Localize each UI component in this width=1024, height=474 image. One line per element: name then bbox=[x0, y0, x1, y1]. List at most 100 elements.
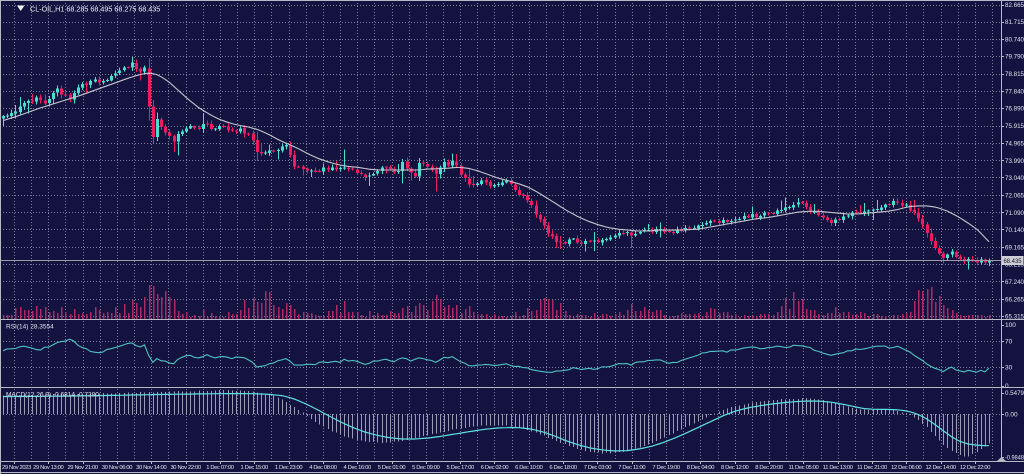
volume-bar bbox=[178, 311, 180, 319]
candle-body-bear bbox=[127, 66, 130, 68]
symbol-dropdown-triangle-icon[interactable] bbox=[17, 5, 25, 12]
volume-bar bbox=[789, 309, 791, 319]
volume-bar bbox=[186, 312, 188, 319]
candle-body-bull bbox=[951, 251, 954, 255]
candle-body-bear bbox=[360, 172, 363, 174]
volume-bar bbox=[519, 316, 521, 319]
price-axis-label: 65.315 bbox=[1005, 314, 1024, 321]
candle-body-bull bbox=[181, 131, 184, 135]
candle-body-bull bbox=[647, 229, 650, 231]
volume-bar bbox=[731, 315, 733, 319]
volume-bar bbox=[806, 309, 808, 319]
candle-body-bull bbox=[776, 210, 779, 214]
candle-body-bull bbox=[23, 102, 26, 107]
candle-body-bear bbox=[672, 231, 675, 233]
candle-body-bear bbox=[522, 194, 525, 197]
candle-body-bull bbox=[19, 106, 22, 112]
candle-body-bear bbox=[726, 220, 729, 222]
volume-bar bbox=[444, 307, 446, 319]
volume-bar bbox=[203, 309, 205, 319]
candle-body-bull bbox=[751, 214, 754, 218]
volume-bar bbox=[144, 297, 146, 319]
candle-body-bull bbox=[634, 233, 637, 236]
candle-body-bull bbox=[505, 180, 508, 183]
candle-body-bull bbox=[863, 211, 866, 214]
candle-body-bull bbox=[73, 93, 76, 100]
candle-body-bear bbox=[135, 62, 138, 69]
volume-bar bbox=[473, 312, 475, 319]
time-axis[interactable]: 29 Nov 2023 29 Nov 13:00 29 Nov 21:00 30 No… bbox=[2, 462, 991, 471]
volume-bar bbox=[265, 291, 267, 319]
volume-bar bbox=[361, 315, 363, 319]
rsi-axis-label: 0 bbox=[1005, 383, 1009, 390]
volume-bar bbox=[40, 309, 42, 319]
candle-body-bear bbox=[917, 212, 920, 219]
volume-bar bbox=[190, 317, 192, 319]
volume-bar bbox=[673, 316, 675, 319]
volume-bar bbox=[169, 297, 171, 319]
candle-body-bull bbox=[110, 75, 113, 81]
volume-bar bbox=[968, 315, 970, 319]
price-axis-label: 75.915 bbox=[1005, 123, 1024, 130]
volume-bar bbox=[236, 314, 238, 319]
volume-bar bbox=[140, 307, 142, 319]
candle-body-bull bbox=[185, 128, 188, 132]
current-price-tag-bg bbox=[1002, 256, 1024, 265]
candle-body-bear bbox=[830, 220, 833, 223]
volume-bar bbox=[456, 305, 458, 319]
volume-bar bbox=[573, 317, 575, 319]
volume-bar bbox=[157, 294, 159, 319]
macd-pane-axis[interactable]: 0.5479 0.00 -0.9848 bbox=[1001, 390, 1024, 461]
price-axis-label: 78.815 bbox=[1005, 71, 1024, 78]
time-axis-label: 8 Dec 04:00 bbox=[687, 465, 715, 471]
candle-body-bear bbox=[472, 183, 475, 185]
candle-body-bull bbox=[156, 118, 159, 137]
price-axis[interactable]: 82.665 81.715 80.740 79.790 78.815 77.840 76.8… bbox=[1001, 2, 1024, 321]
volume-bar bbox=[656, 310, 658, 319]
candle-body-bear bbox=[152, 106, 155, 137]
current-price-tag-text: 68.435 bbox=[1004, 258, 1022, 265]
candle-body-bull bbox=[834, 219, 837, 224]
volume-bar bbox=[328, 311, 330, 319]
candle-body-bear bbox=[44, 100, 47, 104]
candle-body-bear bbox=[755, 214, 758, 218]
volume-bar bbox=[773, 315, 775, 319]
volume-bar bbox=[278, 307, 280, 319]
volume-bar bbox=[664, 315, 666, 319]
volume-bar bbox=[943, 305, 945, 319]
volume-bar bbox=[552, 300, 554, 319]
volume-bar bbox=[739, 317, 741, 319]
candle-body-bear bbox=[926, 224, 929, 233]
candle-body-bear bbox=[193, 126, 196, 128]
candle-body-bull bbox=[730, 220, 733, 223]
price-axis-label: 67.240 bbox=[1005, 279, 1024, 286]
volume-bar bbox=[207, 317, 209, 319]
volume-bar bbox=[585, 315, 587, 319]
candle-body-bull bbox=[784, 207, 787, 211]
candle-body-bull bbox=[946, 254, 949, 258]
volume-bar bbox=[344, 301, 346, 319]
candle-body-bear bbox=[222, 126, 225, 128]
candle-body-bear bbox=[293, 155, 296, 167]
candle-body-bear bbox=[168, 132, 171, 137]
volume-bar bbox=[864, 313, 866, 319]
candle-body-bear bbox=[955, 251, 958, 257]
volume-bar bbox=[531, 311, 533, 319]
rsi-pane-axis[interactable]: 100 70 30 0 bbox=[1001, 322, 1016, 390]
candle-body-bull bbox=[439, 167, 442, 175]
candle-body-bull bbox=[626, 232, 629, 234]
candle-body-bear bbox=[455, 161, 458, 166]
candle-body-bull bbox=[368, 175, 371, 177]
window-title-part: 68.285 bbox=[66, 5, 88, 14]
candle-body-bull bbox=[10, 113, 13, 117]
candle-body-bull bbox=[609, 237, 612, 240]
candle-body-bull bbox=[27, 100, 30, 104]
volume-bar bbox=[407, 306, 409, 319]
candle-body-bear bbox=[822, 215, 825, 218]
volume-bar bbox=[194, 315, 196, 319]
candle-body-bear bbox=[139, 69, 142, 72]
price-axis-label: 73.040 bbox=[1005, 175, 1024, 182]
candle-body-bear bbox=[576, 238, 579, 243]
candle-body-bull bbox=[123, 67, 126, 70]
